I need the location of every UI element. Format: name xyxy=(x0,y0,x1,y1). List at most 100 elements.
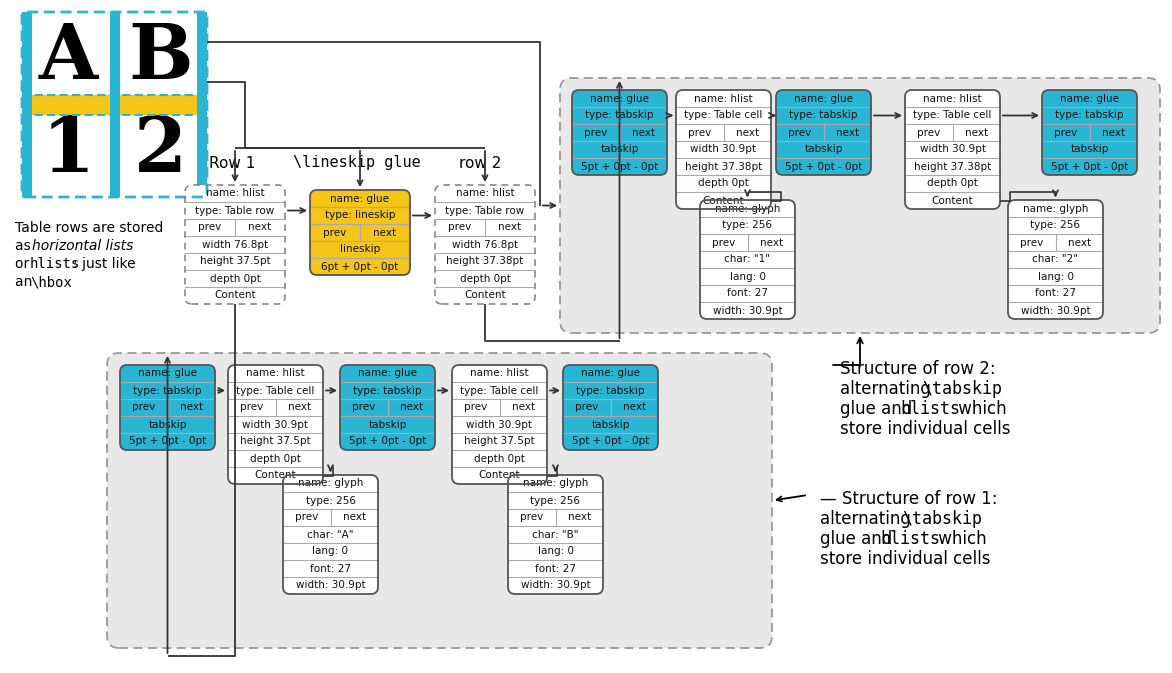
Text: prev: prev xyxy=(688,127,711,137)
Bar xyxy=(311,258,410,267)
FancyBboxPatch shape xyxy=(776,90,871,175)
Text: prev: prev xyxy=(1020,238,1043,248)
Bar xyxy=(120,416,214,433)
Text: 5pt + 0pt - 0pt: 5pt + 0pt - 0pt xyxy=(1051,162,1129,172)
Bar xyxy=(340,374,435,382)
Bar xyxy=(776,124,871,141)
Text: type: Table cell: type: Table cell xyxy=(461,386,539,396)
Text: type: lineskip: type: lineskip xyxy=(325,211,395,221)
Text: tabskip: tabskip xyxy=(368,419,407,429)
Bar xyxy=(563,382,657,399)
Text: type: tabskip: type: tabskip xyxy=(1055,110,1124,120)
Text: Content: Content xyxy=(932,195,973,205)
Text: type: 256: type: 256 xyxy=(531,495,580,505)
Text: name: glue: name: glue xyxy=(331,194,389,203)
Bar xyxy=(776,141,871,158)
Bar xyxy=(120,399,214,416)
Text: width 30.9pt: width 30.9pt xyxy=(243,419,308,429)
Text: store individual cells: store individual cells xyxy=(820,550,990,568)
Bar xyxy=(340,382,435,399)
Text: 1: 1 xyxy=(42,114,95,188)
Text: next: next xyxy=(179,402,203,413)
FancyBboxPatch shape xyxy=(1042,158,1137,175)
Bar xyxy=(572,107,667,124)
Bar xyxy=(311,224,410,241)
Text: hlists: hlists xyxy=(30,257,80,271)
Text: next: next xyxy=(1068,238,1091,248)
Text: depth 0pt: depth 0pt xyxy=(459,273,511,283)
Bar xyxy=(563,433,657,441)
Text: prev: prev xyxy=(788,127,811,137)
Text: prev: prev xyxy=(520,513,544,522)
Bar xyxy=(340,433,435,441)
Text: type: 256: type: 256 xyxy=(306,495,355,505)
Text: height 37.38pt: height 37.38pt xyxy=(447,256,524,267)
Bar xyxy=(120,382,214,399)
Text: type: tabskip: type: tabskip xyxy=(577,386,645,396)
Text: Content: Content xyxy=(703,195,744,205)
Bar xyxy=(572,141,667,158)
Text: Content: Content xyxy=(478,470,520,481)
Text: as: as xyxy=(15,239,35,253)
Text: B: B xyxy=(129,22,193,96)
Text: Content: Content xyxy=(464,291,506,301)
Text: next: next xyxy=(400,402,423,413)
Text: next: next xyxy=(567,513,591,522)
Text: type: Table row: type: Table row xyxy=(196,205,274,215)
Bar xyxy=(1042,124,1137,141)
Text: name: glue: name: glue xyxy=(138,369,197,378)
Bar xyxy=(1042,141,1137,158)
Bar xyxy=(340,416,435,433)
Text: name: glue: name: glue xyxy=(793,94,853,104)
FancyBboxPatch shape xyxy=(120,365,214,450)
Text: width: 30.9pt: width: 30.9pt xyxy=(1021,306,1090,316)
Text: next: next xyxy=(836,127,859,137)
FancyBboxPatch shape xyxy=(1008,200,1103,319)
Text: name: glyph: name: glyph xyxy=(298,479,363,489)
Text: next: next xyxy=(342,513,366,522)
Text: tabskip: tabskip xyxy=(804,145,843,155)
Text: lang: 0: lang: 0 xyxy=(1037,271,1074,281)
Bar xyxy=(1042,98,1137,107)
Text: an: an xyxy=(15,275,36,289)
Text: depth 0pt: depth 0pt xyxy=(927,178,977,188)
Text: glue and: glue and xyxy=(840,400,918,418)
Text: width 30.9pt: width 30.9pt xyxy=(466,419,532,429)
Text: width: 30.9pt: width: 30.9pt xyxy=(295,581,366,590)
FancyBboxPatch shape xyxy=(282,475,379,594)
FancyBboxPatch shape xyxy=(905,90,1000,209)
Text: name: hlist: name: hlist xyxy=(694,94,752,104)
Text: next: next xyxy=(287,402,311,413)
Text: width 76.8pt: width 76.8pt xyxy=(452,240,518,250)
FancyBboxPatch shape xyxy=(776,90,871,107)
Text: prev: prev xyxy=(918,127,940,137)
Text: char: "B": char: "B" xyxy=(532,530,579,540)
Text: font: 27: font: 27 xyxy=(1035,289,1076,299)
Text: name: glue: name: glue xyxy=(590,94,649,104)
Text: : just like: : just like xyxy=(73,257,136,271)
Text: width: 30.9pt: width: 30.9pt xyxy=(520,581,591,590)
Text: alternating: alternating xyxy=(840,380,936,398)
Text: 5pt + 0pt - 0pt: 5pt + 0pt - 0pt xyxy=(349,437,427,446)
Bar xyxy=(572,158,667,166)
Text: prev: prev xyxy=(1054,127,1077,137)
Text: prev: prev xyxy=(449,223,471,232)
Text: tabskip: tabskip xyxy=(1070,145,1109,155)
FancyBboxPatch shape xyxy=(435,185,534,304)
Text: 5pt + 0pt - 0pt: 5pt + 0pt - 0pt xyxy=(129,437,206,446)
Text: lang: 0: lang: 0 xyxy=(313,546,348,557)
Bar xyxy=(572,98,667,107)
Text: width 30.9pt: width 30.9pt xyxy=(920,145,986,155)
Text: 5pt + 0pt - 0pt: 5pt + 0pt - 0pt xyxy=(572,437,649,446)
Text: which: which xyxy=(933,530,987,548)
FancyBboxPatch shape xyxy=(340,365,435,382)
Text: lang: 0: lang: 0 xyxy=(538,546,573,557)
Bar xyxy=(563,399,657,416)
Bar xyxy=(563,374,657,382)
FancyBboxPatch shape xyxy=(120,365,214,382)
Text: \tabskip: \tabskip xyxy=(902,510,982,528)
Text: type: tabskip: type: tabskip xyxy=(585,110,654,120)
Text: next: next xyxy=(632,127,655,137)
FancyBboxPatch shape xyxy=(572,90,667,175)
FancyBboxPatch shape xyxy=(563,365,657,382)
